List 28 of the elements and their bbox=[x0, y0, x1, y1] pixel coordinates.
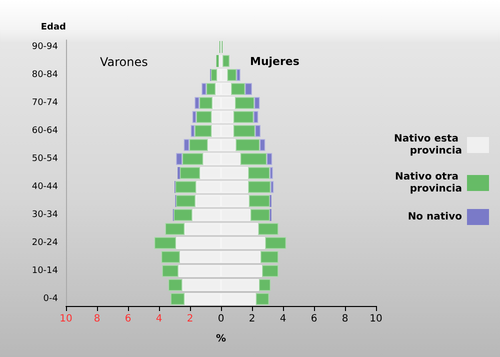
x-tick-label: 8 bbox=[94, 314, 100, 324]
y-tick-label: 80-84 bbox=[32, 70, 58, 80]
x-tick-label: 8 bbox=[342, 314, 348, 324]
y-axis-title: Edad bbox=[40, 22, 66, 32]
y-tick-label: 0-4 bbox=[43, 294, 58, 304]
x-axis-title: % bbox=[216, 334, 226, 344]
y-tick-label: 90-94 bbox=[32, 42, 58, 52]
legend-label: Nativo esta provincia bbox=[394, 134, 462, 156]
y-tick-label: 50-54 bbox=[32, 154, 58, 164]
y-tick-label: 20-24 bbox=[32, 238, 58, 248]
x-tick-label: 10 bbox=[370, 314, 382, 324]
annotation: Mujeres bbox=[250, 55, 300, 68]
x-tick-label: 10 bbox=[60, 314, 72, 324]
legend-label: Nativo otra provincia bbox=[394, 172, 462, 194]
x-tick-label: 4 bbox=[156, 314, 162, 324]
x-tick-label: 0 bbox=[218, 314, 224, 324]
x-tick-label: 2 bbox=[186, 314, 194, 324]
y-tick-label: 40-44 bbox=[32, 182, 58, 192]
annotation: Varones bbox=[100, 55, 148, 69]
x-tick-label: 2 bbox=[248, 314, 256, 324]
x-tick-label: 6 bbox=[124, 314, 132, 324]
legend-label: No nativo bbox=[408, 212, 462, 222]
y-tick-label: 70-74 bbox=[32, 98, 58, 108]
x-tick-label: 4 bbox=[280, 314, 286, 324]
y-tick-label: 30-34 bbox=[32, 210, 58, 220]
x-tick-label: 6 bbox=[310, 314, 318, 324]
y-tick-label: 10-14 bbox=[32, 266, 58, 276]
y-tick-label: 60-64 bbox=[32, 126, 58, 136]
